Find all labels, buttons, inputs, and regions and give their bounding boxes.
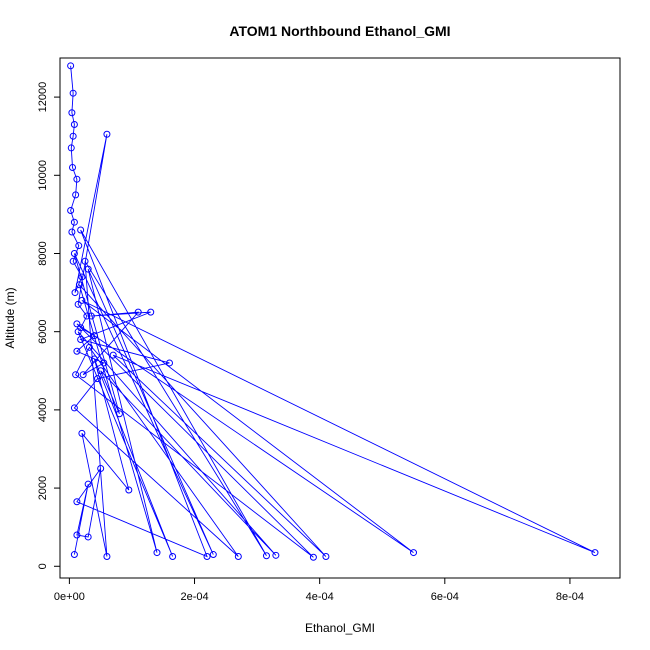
data-point — [74, 328, 82, 336]
data-point — [77, 336, 85, 344]
data-point — [72, 371, 80, 379]
data-point — [165, 359, 173, 367]
x-tick-label: 6e-04 — [431, 591, 459, 603]
data-point — [83, 312, 91, 320]
data-point — [73, 531, 81, 539]
data-point — [100, 359, 108, 367]
data-point — [75, 242, 83, 250]
data-point — [72, 191, 80, 199]
data-point — [272, 551, 280, 559]
data-point — [97, 465, 105, 473]
y-axis-label: Altitude (m) — [3, 287, 17, 348]
data-point — [97, 367, 105, 375]
y-tick-label: 8000 — [37, 241, 49, 265]
data-point — [147, 308, 155, 316]
y-tick-label: 0 — [37, 563, 49, 569]
x-tick-label: 8e-04 — [556, 591, 584, 603]
data-point — [71, 289, 79, 297]
data-point — [70, 551, 78, 559]
x-tick-label: 2e-04 — [180, 591, 208, 603]
data-point — [209, 551, 217, 559]
data-point — [73, 320, 81, 328]
plot-area: 0e+00 2e-04 4e-04 6e-04 8e-04 0 2000 4000 6000 80… — [37, 57, 621, 603]
x-axis-label: Ethanol_GMI — [305, 621, 375, 635]
data-point — [69, 257, 77, 265]
data-point — [169, 552, 177, 560]
x-tick-label: 4e-04 — [306, 591, 334, 603]
data-point — [67, 206, 75, 214]
data-point — [234, 552, 242, 560]
data-point — [68, 228, 76, 236]
data-point — [87, 312, 95, 320]
data-point — [70, 404, 78, 412]
data-point — [74, 300, 82, 308]
data-point — [103, 130, 111, 138]
data-point — [134, 308, 142, 316]
data-point — [81, 257, 89, 265]
series-line — [70, 65, 596, 558]
data-point — [94, 375, 102, 383]
data-point — [70, 218, 78, 226]
data-point — [78, 273, 86, 281]
data-point — [84, 480, 92, 488]
data-point — [67, 62, 75, 70]
y-tick-label: 4000 — [37, 398, 49, 422]
data-point — [70, 249, 78, 257]
x-axis: 0e+00 2e-04 4e-04 6e-04 8e-04 — [54, 577, 584, 603]
data-point — [84, 265, 92, 273]
data-point — [85, 343, 93, 351]
data-point — [79, 371, 87, 379]
data-point — [203, 552, 211, 560]
data-point — [103, 552, 111, 560]
x-tick-label: 0e+00 — [54, 591, 85, 603]
data-point — [75, 281, 83, 289]
data-point — [591, 549, 599, 557]
data-point — [67, 144, 75, 152]
data-point — [90, 355, 98, 363]
data-point — [322, 552, 330, 560]
data-point — [73, 347, 81, 355]
data-point — [69, 163, 77, 171]
data-point — [410, 549, 418, 557]
data-point — [69, 89, 77, 97]
y-tick-label: 12000 — [37, 82, 49, 113]
data-point — [73, 498, 81, 506]
data-point — [78, 429, 86, 437]
y-tick-label: 2000 — [37, 476, 49, 500]
data-point — [84, 533, 92, 541]
chart-title: ATOM1 Northbound Ethanol_GMI — [229, 23, 450, 39]
data-point — [309, 553, 317, 561]
data-point — [109, 351, 117, 359]
data-point — [90, 332, 98, 340]
data-point — [115, 410, 123, 418]
data-point — [70, 120, 78, 128]
data-point — [73, 175, 81, 183]
data-point — [262, 552, 270, 560]
data-point — [69, 132, 77, 140]
y-axis: 0 2000 4000 6000 8000 10000 12000 — [37, 82, 61, 569]
data-point — [68, 109, 76, 117]
data-point — [153, 549, 161, 557]
data-point — [125, 486, 133, 494]
y-tick-label: 6000 — [37, 319, 49, 343]
y-tick-label: 10000 — [37, 160, 49, 191]
data-point — [78, 296, 86, 304]
data-point — [77, 226, 85, 234]
